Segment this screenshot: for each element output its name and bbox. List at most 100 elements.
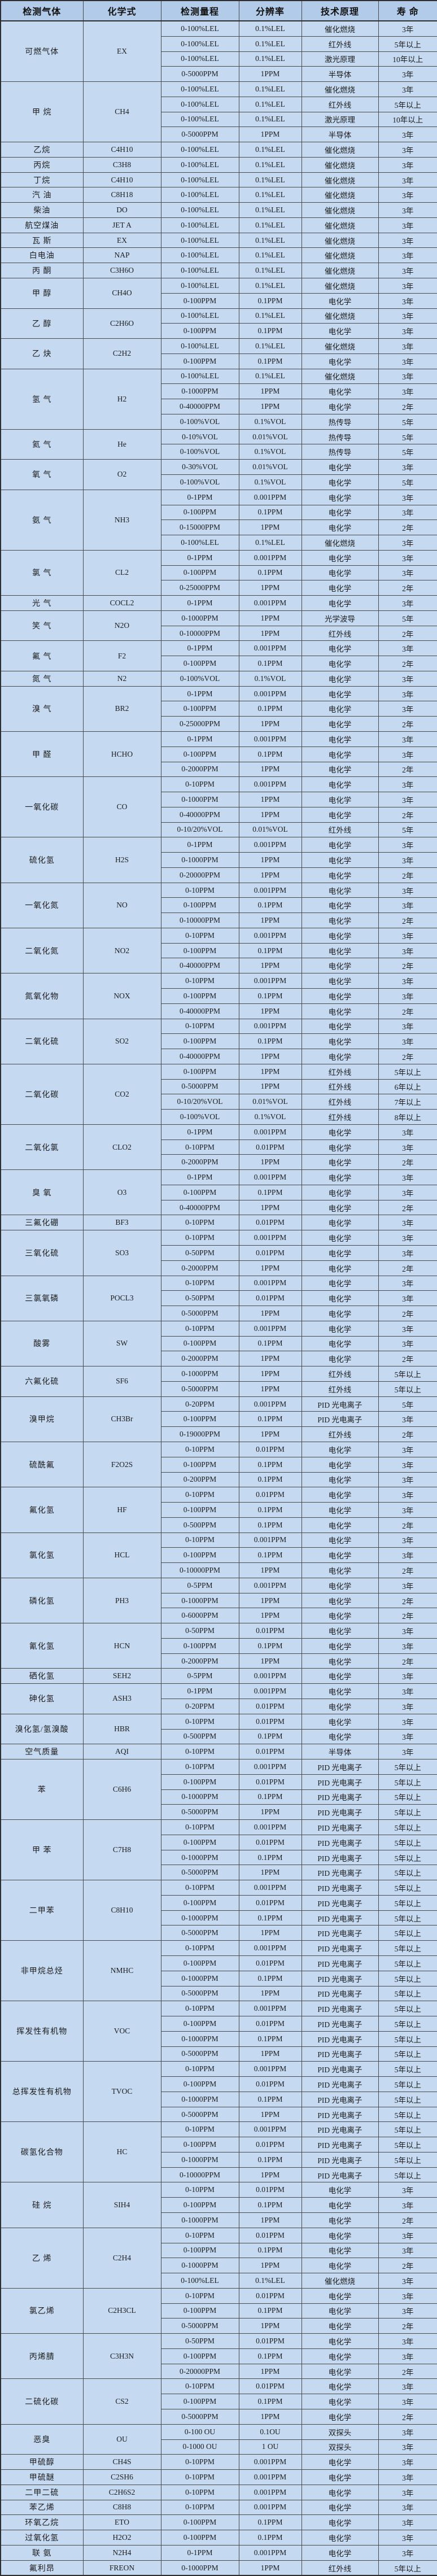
life-cell: 3年 <box>378 126 437 143</box>
table-row: 0-10000PPM 1PPM PID 光电离子 5年以上 <box>1 2167 437 2183</box>
tech-cell: 电化学 <box>301 1562 379 1578</box>
range-cell: 0-10000PPM <box>160 912 239 928</box>
range-cell: 0-50PPM <box>160 1623 239 1639</box>
life-cell: 3年 <box>378 1335 437 1352</box>
table-row: 白电油 NAP 0-100%LEL 0.1%LEL 催化燃烧 3年 <box>0 247 437 264</box>
formula-cell: NH3 <box>82 489 161 551</box>
life-cell: 3年 <box>378 2273 437 2289</box>
tech-cell: 电化学 <box>301 353 379 369</box>
range-cell: 0-100PPM <box>160 1033 239 1050</box>
table-row: 0-100PPM 0.1PPM 电化学 3年 <box>1 701 437 717</box>
resolution-cell: 0.1PPM <box>238 2394 302 2409</box>
life-cell: 5年以上 <box>378 2121 437 2138</box>
table-row: 过氧化氢 H2O2 0-100PPM 0.1PPM 电化学 3年 <box>0 2530 437 2546</box>
life-cell: 3年 <box>378 81 437 97</box>
life-cell: 3年 <box>378 1547 437 1564</box>
table-row: 恶臭 OU 0-100 OU 0.1OU 双探头 3年 <box>0 2424 437 2455</box>
formula-cell: N2O <box>82 610 161 641</box>
tech-cell: 催化燃烧 <box>301 172 379 188</box>
gas-name-cell: 空气质量 <box>0 1744 84 1760</box>
resolution-cell: 0.1PPM <box>238 1547 302 1564</box>
resolution-cell: 0.001PPM <box>238 489 302 505</box>
gas-name-cell: 二氧化碳 <box>0 1063 84 1125</box>
table-row: 汽 油 C8H18 0-100%LEL 0.1%LEL 催化燃烧 3年 <box>0 187 437 203</box>
range-cell: 0-10%VOL <box>160 429 239 445</box>
life-cell: 3年 <box>378 927 437 944</box>
range-cell: 0-100%LEL <box>160 111 239 128</box>
life-cell: 5年以上 <box>378 1849 437 1866</box>
resolution-cell: 0.01PPM <box>238 1487 302 1503</box>
tech-cell: PID 光电离子 <box>301 1411 379 1427</box>
tech-cell: 电化学 <box>301 1532 379 1548</box>
resolution-cell: 0.1%LEL <box>238 217 302 233</box>
resolution-cell: 0.1PPM <box>238 2514 302 2531</box>
range-cell: 0-100PPM <box>160 2394 239 2409</box>
range-cell: 0-100%LEL <box>160 217 239 233</box>
tech-cell: 催化燃烧 <box>301 308 379 324</box>
resolution-cell: 0.001PPM <box>238 1759 302 1775</box>
tech-cell: 电化学 <box>301 1018 379 1034</box>
gas-name-cell: 丙 酮 <box>0 263 84 279</box>
tech-cell: 红外线 <box>301 625 379 641</box>
life-cell: 3年 <box>378 187 437 203</box>
range-cell: 0-100 OU <box>160 2424 239 2440</box>
formula-cell: ASH3 <box>82 1683 161 1714</box>
tech-cell: 红外线 <box>301 1381 379 1397</box>
gas-name-cell: 苯乙烯 <box>0 2499 84 2516</box>
life-cell: 5年以上 <box>378 1894 437 1911</box>
resolution-cell: 0.001PPM <box>238 595 302 611</box>
table-row: 0-1000PPM 0.1PPM PID 光电离子 5年以上 <box>1 1910 437 1926</box>
range-cell: 0-1000PPM <box>160 2258 239 2274</box>
life-cell: 5年以上 <box>378 1940 437 1956</box>
life-cell: 5年以上 <box>378 1366 437 1382</box>
tech-cell: 催化燃烧 <box>301 187 379 203</box>
gas-name-cell: 瓦 斯 <box>0 232 84 248</box>
tech-cell: 电化学 <box>301 1049 379 1064</box>
table-row: 0-1000PPM 1PPM 电化学 3年 <box>1 852 437 868</box>
table-row: 氟利昂 FREON 0-1000PPM 1PPM 红外线 5年以上 <box>0 2560 437 2576</box>
life-cell: 3年 <box>378 2499 437 2516</box>
table-row: 0-25000PPM 1PPM 电化学 2年 <box>1 716 437 732</box>
table-row: 0-100PPM 0.1PPM 电化学 3年 <box>1 746 437 762</box>
resolution-cell: 0.1PPM <box>238 2031 302 2047</box>
range-cell: 0-1000PPM <box>160 1592 239 1609</box>
resolution-cell: 0.001PPM <box>238 640 302 657</box>
resolution-cell: 0.1%LEL <box>238 51 302 67</box>
tech-cell: 红外线 <box>301 96 379 112</box>
tech-cell: 催化燃烧 <box>301 202 379 218</box>
range-cell: 0-1000PPM <box>160 1910 239 1926</box>
life-cell: 10年以上 <box>378 111 437 128</box>
gas-name-cell: 笑 气 <box>0 610 84 641</box>
resolution-cell: 0.1%LEL <box>238 2273 302 2289</box>
table-row: 六氟化硫 SF6 0-1000PPM 1PPM 红外线 5年以上 <box>0 1366 437 1397</box>
formula-cell: EX <box>82 232 161 248</box>
table-row: 硫化氢 H2S 0-1PPM 0.001PPM 电化学 3年 <box>0 837 437 883</box>
tech-cell: 催化燃烧 <box>301 247 379 264</box>
gas-name-cell: 一氧化碳 <box>0 776 84 838</box>
resolution-cell: 0.1%VOL <box>238 474 302 490</box>
range-cell: 0-100PPM <box>160 2303 239 2319</box>
table-row: 0-10PPM 0.01PPM 电化学 3年 <box>1 1139 437 1155</box>
life-cell: 2年 <box>378 580 437 596</box>
range-cell: 0-100PPM <box>160 1184 239 1200</box>
resolution-cell: 0.001PPM <box>238 882 302 898</box>
range-cell: 0-30%VOL <box>160 459 239 475</box>
table-row: 0-100PPM 0.1PPM 电化学 2年 <box>1 656 437 671</box>
table-row: 磷化氢 PH3 0-5PPM 0.001PPM 电化学 3年 <box>0 1577 437 1624</box>
tech-cell: 催化燃烧 <box>301 217 379 233</box>
life-cell: 3年 <box>378 882 437 898</box>
resolution-cell: 1PPM <box>238 1306 302 1321</box>
tech-cell: 电化学 <box>301 1124 379 1140</box>
resolution-cell: 1PPM <box>238 1592 302 1609</box>
range-cell: 0-40000PPM <box>160 806 239 823</box>
table-row: 0-100PPM 0.1PPM 电化学 3年 <box>1 353 437 369</box>
table-row: 苯乙烯 C8H8 0-10PPM 0.001PPM 电化学 3年 <box>0 2499 437 2516</box>
tech-cell: 红外线 <box>301 1366 379 1382</box>
table-row: 氯化氢 HCL 0-10PPM 0.001PPM 电化学 3年 <box>0 1532 437 1578</box>
range-cell: 0-5000PPM <box>160 1925 239 1941</box>
resolution-cell: 1PPM <box>238 580 302 596</box>
table-row: 0-100%VOL 0.1%VOL 红外线 8年以上 <box>1 1109 437 1125</box>
life-cell: 3年 <box>378 2287 437 2304</box>
tech-cell: PID 光电离子 <box>301 1985 379 2002</box>
resolution-cell: 0.001PPM <box>238 776 302 793</box>
